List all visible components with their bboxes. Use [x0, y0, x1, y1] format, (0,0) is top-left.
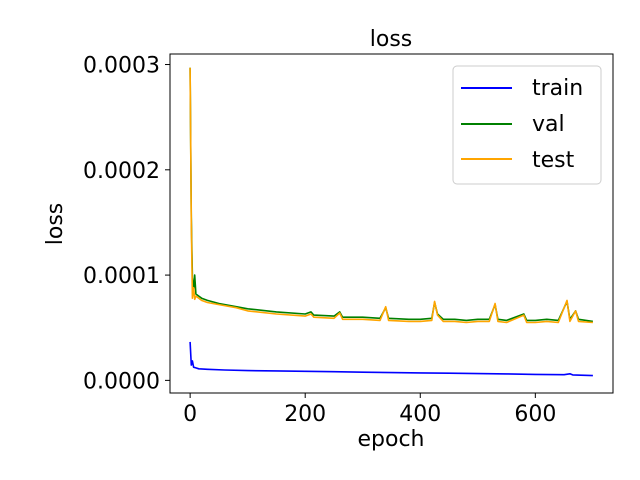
series-line-val: [189, 67, 594, 323]
series-line-train: [189, 341, 593, 377]
x-axis-ticks: 0 200 400 600: [183, 393, 556, 427]
chart-title: loss: [370, 27, 413, 52]
plot-lines: [189, 67, 594, 377]
x-tick-label: 600: [514, 402, 556, 427]
x-tick-label: 400: [399, 402, 441, 427]
y-tick-label: 0.0000: [83, 369, 160, 394]
series-line-test: [189, 67, 593, 324]
legend: train val test: [452, 65, 602, 185]
y-tick-label: 0.0001: [83, 264, 160, 289]
y-tick-label: 0.0003: [83, 54, 160, 79]
x-axis-label: epoch: [358, 427, 425, 452]
legend-box: [452, 65, 602, 185]
y-tick-label: 0.0002: [83, 159, 160, 184]
legend-label-val: val: [532, 112, 565, 137]
plot-frame: [169, 53, 614, 394]
x-tick-label: 200: [284, 402, 326, 427]
y-axis-ticks: 0.0000 0.0001 0.0002 0.0003: [83, 54, 170, 394]
legend-label-test: test: [532, 148, 575, 173]
y-axis-label: loss: [43, 203, 68, 246]
x-tick-label: 0: [183, 402, 197, 427]
legend-label-train: train: [532, 76, 583, 101]
